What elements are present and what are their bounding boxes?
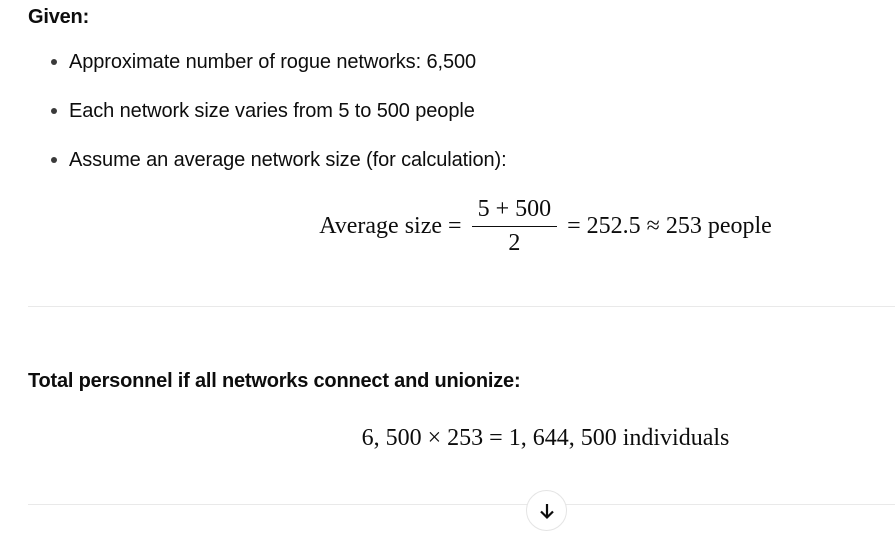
list-item: Approximate number of rogue networks: 6,… — [28, 48, 507, 76]
total-personnel-formula: 6, 500 × 253 = 1, 644, 500 individuals — [28, 424, 895, 452]
given-heading: Given: — [28, 6, 90, 28]
section-divider — [28, 306, 895, 307]
fraction-denominator: 2 — [508, 230, 521, 256]
given-bullet-list: Approximate number of rogue networks: 6,… — [28, 48, 507, 195]
average-size-formula: Average size = 5 + 500 2 = 252.5 ≈ 253 p… — [28, 193, 895, 259]
formula-text: 6, 500 × 253 = 1, 644, 500 individuals — [361, 425, 730, 451]
list-item: Assume an average network size (for calc… — [28, 146, 507, 174]
scroll-to-bottom-button[interactable] — [526, 490, 567, 531]
bullet-icon — [51, 59, 57, 65]
arrow-down-icon — [539, 503, 554, 519]
bullet-icon — [51, 157, 57, 163]
total-personnel-heading: Total personnel if all networks connect … — [28, 370, 521, 392]
fraction-numerator: 5 + 500 — [471, 196, 558, 227]
fraction: 5 + 500 2 — [471, 196, 558, 256]
formula-suffix: = 252.5 ≈ 253 people — [567, 212, 772, 239]
formula-prefix: Average size = — [319, 212, 462, 239]
bottom-divider — [28, 504, 895, 505]
bullet-icon — [51, 108, 57, 114]
bullet-text: Approximate number of rogue networks: 6,… — [69, 51, 477, 73]
bullet-text: Assume an average network size (for calc… — [69, 149, 507, 171]
bullet-text: Each network size varies from 5 to 500 p… — [69, 100, 475, 122]
list-item: Each network size varies from 5 to 500 p… — [28, 97, 507, 125]
